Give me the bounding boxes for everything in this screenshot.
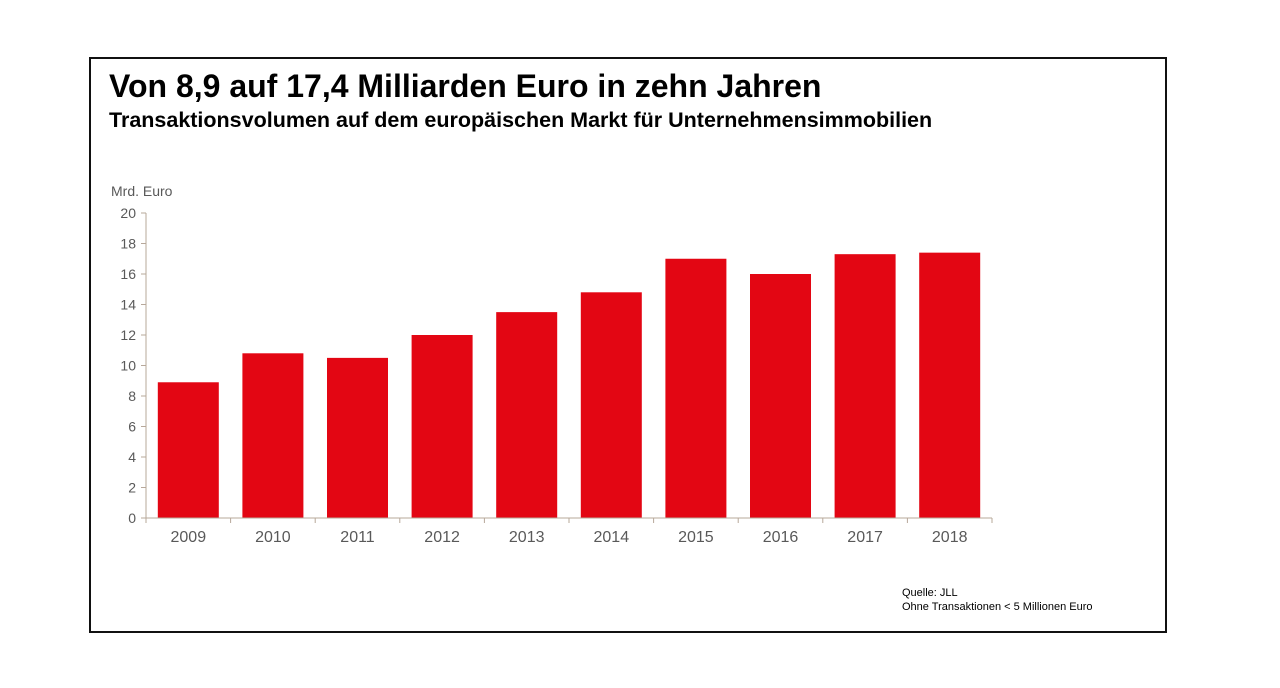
x-tick-label: 2011 bbox=[340, 529, 375, 546]
x-tick-label: 2018 bbox=[932, 529, 968, 546]
bars-group bbox=[157, 252, 981, 519]
y-axis: 0 2 4 6 8 10 12 14 16 18 20 bbox=[120, 205, 147, 526]
bar-2013 bbox=[496, 312, 558, 518]
bar-2009 bbox=[157, 382, 219, 518]
bar-2010 bbox=[242, 353, 304, 518]
bar-2011 bbox=[327, 357, 388, 518]
y-tick-label: 6 bbox=[128, 419, 136, 435]
y-axis-label: Mrd. Euro bbox=[111, 183, 173, 199]
chart-subtitle: Transaktionsvolumen auf dem europäischen… bbox=[109, 108, 933, 132]
y-tick-label: 4 bbox=[128, 449, 136, 465]
y-tick-label: 18 bbox=[120, 236, 136, 252]
bar-2015 bbox=[665, 258, 727, 518]
bar-2017 bbox=[834, 254, 896, 519]
x-tick-label: 2015 bbox=[678, 529, 714, 546]
y-tick-label: 14 bbox=[120, 297, 136, 313]
y-tick-label: 0 bbox=[128, 510, 136, 526]
x-tick-label: 2014 bbox=[594, 529, 630, 546]
bar-chart: Mrd. Euro 0 2 4 6 8 10 12 14 16 18 20 2009 2010 2011… bbox=[111, 183, 993, 546]
y-tick-label: 8 bbox=[128, 388, 136, 404]
bar-2016 bbox=[750, 274, 811, 518]
y-tick-label: 16 bbox=[120, 266, 136, 282]
bar-2018 bbox=[919, 252, 981, 518]
y-tick-label: 2 bbox=[128, 480, 136, 496]
bar-2012 bbox=[411, 335, 473, 518]
chart-frame: Von 8,9 auf 17,4 Milliarden Euro in zehn… bbox=[89, 57, 1167, 633]
y-tick-label: 20 bbox=[120, 205, 136, 221]
x-axis: 2009 2010 2011 2012 2013 2014 2015 2016 2017 2018 bbox=[145, 517, 993, 546]
x-tick-label: 2012 bbox=[424, 529, 460, 546]
x-tick-label: 2009 bbox=[171, 529, 207, 546]
x-tick-label: 2010 bbox=[255, 529, 291, 546]
footnote: Ohne Transaktionen < 5 Millionen Euro bbox=[902, 601, 1093, 613]
source-note: Quelle: JLL Ohne Transaktionen < 5 Milli… bbox=[902, 586, 1092, 614]
y-tick-label: 10 bbox=[120, 358, 136, 374]
x-tick-label: 2013 bbox=[509, 529, 545, 546]
y-tick-label: 12 bbox=[120, 327, 136, 343]
chart-title: Von 8,9 auf 17,4 Milliarden Euro in zehn… bbox=[109, 68, 822, 104]
x-tick-label: 2017 bbox=[847, 529, 883, 546]
x-tick-label: 2016 bbox=[763, 529, 799, 546]
source-label: Quelle: JLL bbox=[902, 587, 958, 599]
bar-2014 bbox=[580, 292, 642, 518]
